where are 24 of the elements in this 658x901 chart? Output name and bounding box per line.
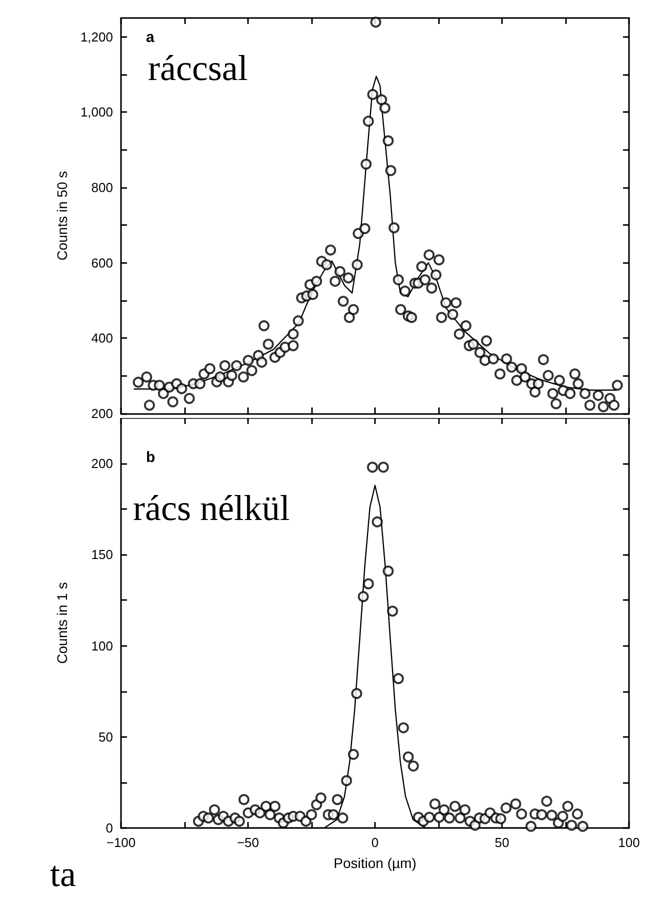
annotation: rács nélkül — [133, 488, 290, 528]
x-tick-label: 50 — [494, 835, 510, 850]
x-tick-label: 100 — [618, 835, 640, 850]
annotation: ráccsal — [148, 48, 248, 88]
text: ta — [50, 854, 76, 894]
y-tick-label: 0 — [106, 820, 113, 836]
y-axis-title: Counts in 1 s — [54, 582, 70, 664]
y-tick-label: 400 — [91, 330, 113, 346]
annotation: a — [146, 29, 155, 46]
y-tick-label: 150 — [91, 547, 113, 562]
y-tick-label: 800 — [91, 180, 113, 195]
y-tick-label: 200 — [91, 456, 113, 472]
x-tick-label: −100 — [106, 835, 136, 850]
y-tick-label: 1,000 — [80, 104, 113, 120]
y-tick-label: 1,200 — [80, 29, 113, 44]
y-axis-title: Counts in 50 s — [54, 171, 70, 260]
x-tick-label: 0 — [371, 835, 379, 850]
y-tick-label: 200 — [91, 406, 113, 421]
y-tick-label: 50 — [98, 729, 113, 744]
x-axis-title: Position (µm) — [334, 855, 416, 871]
annotation: b — [146, 449, 156, 466]
y-tick-label: 600 — [91, 255, 113, 270]
x-tick-label: −50 — [236, 835, 260, 850]
y-tick-label: 100 — [91, 638, 113, 654]
